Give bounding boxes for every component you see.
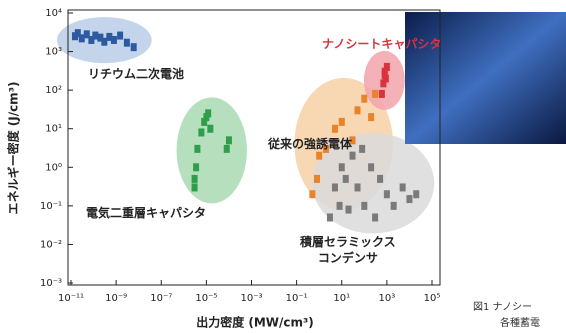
x-tick-label: 10⁻³ xyxy=(240,293,262,304)
x-axis-label: 出力密度 (MW/cm³) xyxy=(196,315,314,330)
point xyxy=(336,201,343,210)
point xyxy=(92,31,99,40)
point xyxy=(372,213,379,222)
point xyxy=(361,94,368,103)
point xyxy=(130,43,137,52)
y-tick-label: 10⁻³ xyxy=(40,278,62,289)
point xyxy=(78,34,85,43)
point xyxy=(309,190,316,199)
x-tick-label: 10⁵ xyxy=(424,293,441,304)
point xyxy=(117,31,124,40)
group-label: リチウム二次電池 xyxy=(88,67,185,81)
y-tick-label: 10¹ xyxy=(45,124,62,135)
point xyxy=(382,74,389,83)
x-tick-label: 10⁻¹¹ xyxy=(58,293,84,304)
point xyxy=(377,174,384,183)
point xyxy=(406,195,413,204)
y-tick-label: 10⁰ xyxy=(45,162,62,173)
group-label: 従来の強誘電体 xyxy=(268,137,353,151)
point xyxy=(101,37,108,46)
point xyxy=(331,183,338,192)
group-label: 電気二重層キャパシタ xyxy=(86,206,207,220)
x-tick-label: 10⁻⁹ xyxy=(105,293,127,304)
point xyxy=(106,32,113,41)
point xyxy=(225,136,232,145)
x-tick-label: 10³ xyxy=(379,293,396,304)
point xyxy=(74,29,81,38)
y-tick-label: 10³ xyxy=(45,47,62,58)
y-tick-label: 10⁻² xyxy=(40,239,62,250)
plot-frame xyxy=(67,9,441,286)
point xyxy=(191,183,198,192)
point xyxy=(338,117,345,126)
y-tick-label: 10⁻¹ xyxy=(40,201,62,212)
point xyxy=(316,151,323,160)
point xyxy=(326,213,333,222)
y-tick-label: 10⁴ xyxy=(45,8,62,19)
point xyxy=(338,163,345,172)
point xyxy=(381,67,388,76)
point xyxy=(207,124,214,133)
point xyxy=(359,144,366,153)
point xyxy=(314,174,321,183)
point xyxy=(399,183,406,192)
x-tick-label: 10⁻⁵ xyxy=(195,293,217,304)
photo xyxy=(405,12,566,144)
point xyxy=(383,190,390,199)
point xyxy=(349,136,356,145)
point xyxy=(198,128,205,137)
point xyxy=(322,144,329,153)
group-label: 積層セラミックス コンデンサ xyxy=(300,235,396,266)
point xyxy=(83,30,90,39)
point xyxy=(223,144,230,153)
point xyxy=(205,109,212,118)
point xyxy=(345,205,352,214)
point xyxy=(123,38,130,47)
point xyxy=(201,117,208,126)
x-tick-label: 10⁻⁷ xyxy=(150,293,172,304)
point xyxy=(97,33,104,42)
point xyxy=(110,35,117,44)
point xyxy=(372,89,379,98)
point xyxy=(194,144,201,153)
group-region xyxy=(176,97,247,204)
point xyxy=(368,113,375,122)
point xyxy=(88,35,95,44)
group-label: ナノシートキャパシタ xyxy=(322,37,442,51)
point xyxy=(354,183,361,192)
point xyxy=(390,201,397,210)
point xyxy=(331,124,338,133)
point xyxy=(193,163,200,172)
x-tick-label: 10¹ xyxy=(333,293,350,304)
point xyxy=(413,190,420,199)
point xyxy=(378,89,385,98)
point xyxy=(368,163,375,172)
point xyxy=(361,201,368,210)
point xyxy=(380,79,387,88)
point xyxy=(342,174,349,183)
y-axis-label: エネルギー密度 (J/cm³) xyxy=(6,82,21,215)
point xyxy=(191,174,198,183)
caption: 各種蓄電 xyxy=(500,318,540,329)
caption: 図1 ナノシー xyxy=(473,302,533,313)
point xyxy=(349,151,356,160)
x-tick-label: 10⁻¹ xyxy=(286,293,308,304)
point xyxy=(383,62,390,71)
y-tick-label: 10² xyxy=(45,85,62,96)
point xyxy=(354,106,361,115)
